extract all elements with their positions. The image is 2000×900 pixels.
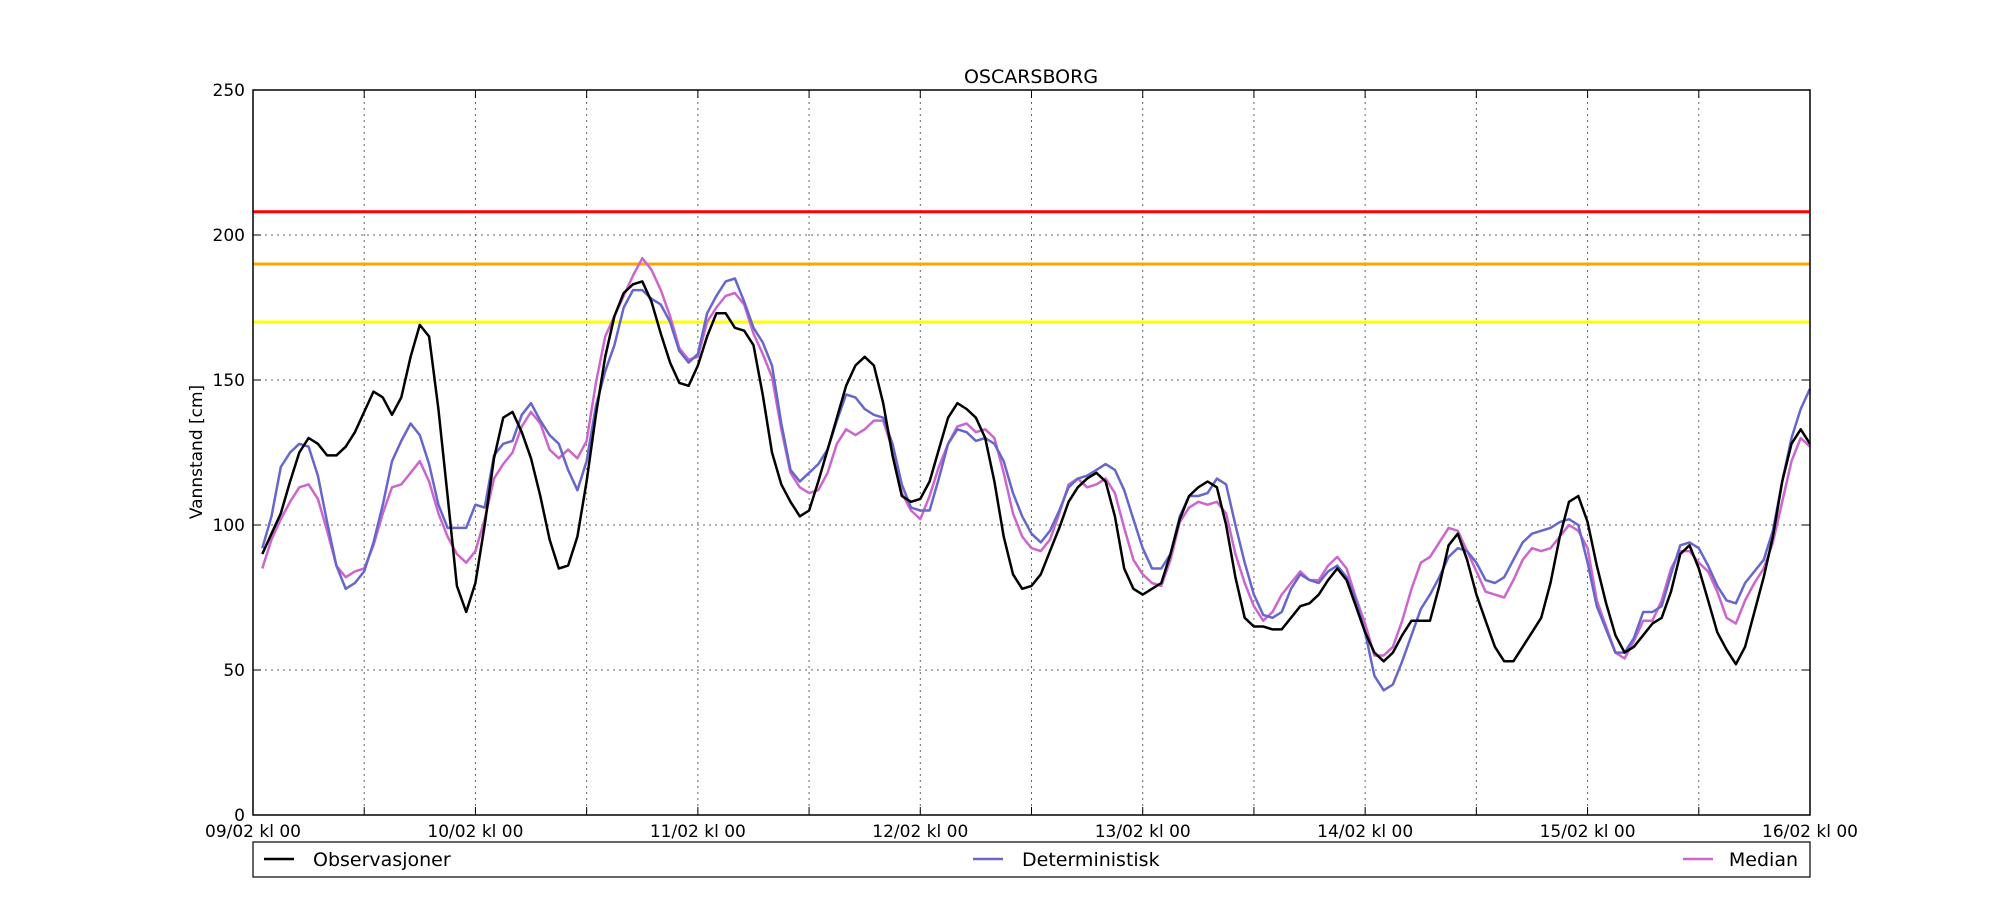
y-tick-label: 150 <box>213 371 245 391</box>
x-tick-label: 14/02 kl 00 <box>1317 822 1413 842</box>
x-tick-label: 15/02 kl 00 <box>1540 822 1636 842</box>
x-tick-label: 13/02 kl 00 <box>1095 822 1191 842</box>
chart-title: OSCARSBORG <box>964 66 1098 88</box>
axis-ticks: 0 50 100 150 200 250 09/02 kl 00 10/02 kl 00 11/… <box>205 81 1858 842</box>
legend-label: Median <box>1729 849 1798 871</box>
x-tick-label: 12/02 kl 00 <box>872 822 968 842</box>
series-deterministisk <box>261 277 1812 692</box>
legend: Observasjoner Deterministisk Median <box>252 841 1811 878</box>
x-tick-label: 11/02 kl 00 <box>650 822 746 842</box>
threshold-lines <box>253 210 1810 324</box>
x-tick-label: 16/02 kl 00 <box>1762 822 1858 842</box>
y-tick-label: 0 <box>234 806 245 826</box>
series-layer <box>261 256 1812 692</box>
legend-label: Observasjoner <box>313 849 451 871</box>
legend-box <box>252 841 1811 878</box>
x-tick-label: 09/02 kl 00 <box>205 822 301 842</box>
y-tick-label: 100 <box>213 516 245 536</box>
x-tick-label: 10/02 kl 00 <box>427 822 523 842</box>
y-tick-label: 50 <box>223 661 245 681</box>
legend-label: Deterministisk <box>1022 849 1160 871</box>
y-tick-label: 200 <box>213 226 245 246</box>
series-observasjoner <box>261 280 1812 666</box>
y-tick-label: 250 <box>213 81 245 101</box>
y-axis-label: Vannstand [cm] <box>187 385 207 519</box>
